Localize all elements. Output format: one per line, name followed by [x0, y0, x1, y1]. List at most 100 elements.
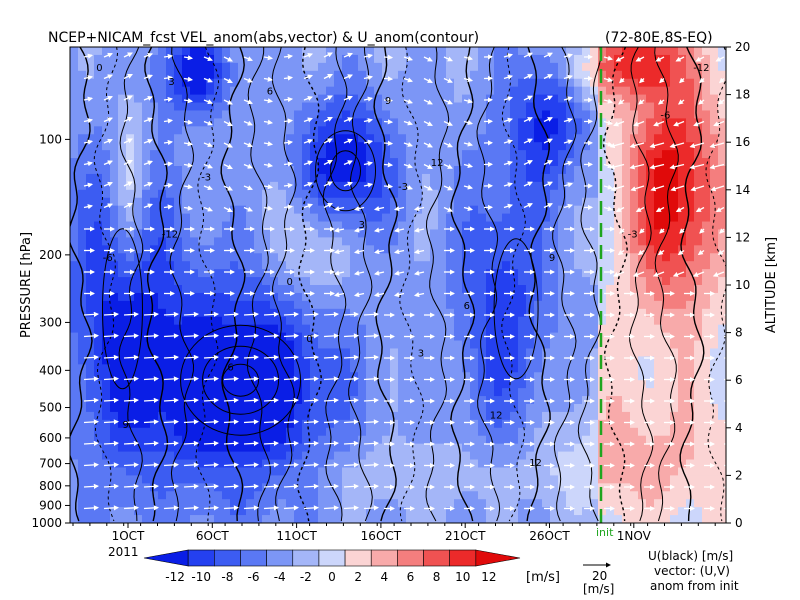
field-cell — [262, 411, 271, 421]
field-cell — [534, 411, 543, 421]
field-cell — [614, 499, 623, 508]
field-cell — [462, 261, 471, 270]
field-cell — [550, 435, 559, 445]
field-cell — [510, 181, 519, 191]
field-cell — [94, 150, 103, 159]
field-cell — [718, 158, 726, 167]
field-cell — [470, 86, 479, 96]
field-cell — [670, 285, 679, 294]
field-cell — [526, 515, 535, 523]
field-cell — [534, 372, 543, 381]
field-cell — [470, 70, 479, 80]
field-cell — [702, 419, 711, 429]
field-cell — [366, 285, 375, 294]
field-cell — [118, 277, 127, 286]
field-cell — [646, 253, 655, 262]
field-cell — [686, 78, 695, 88]
field-cell — [606, 47, 615, 56]
field-cell — [262, 292, 271, 302]
field-cell — [662, 340, 671, 350]
field-cell — [366, 110, 375, 119]
field-cell — [638, 411, 647, 421]
field-cell — [310, 110, 319, 119]
field-cell — [638, 142, 647, 151]
field-cell — [166, 47, 175, 56]
field-cell — [230, 94, 239, 104]
field-cell — [142, 142, 151, 151]
field-cell — [630, 173, 639, 183]
field-cell — [150, 229, 159, 238]
field-cell — [478, 340, 487, 350]
field-cell — [406, 245, 415, 254]
field-cell — [630, 221, 639, 231]
field-cell — [526, 110, 535, 119]
field-cell — [190, 300, 199, 310]
vector-arrow — [83, 75, 94, 81]
field-cell — [598, 340, 607, 350]
field-cell — [494, 237, 503, 246]
field-cell — [190, 427, 199, 437]
field-cell — [302, 54, 311, 64]
field-cell — [134, 173, 143, 183]
field-cell — [662, 86, 671, 96]
field-cell — [534, 435, 543, 445]
field-cell — [574, 435, 583, 445]
field-cell — [686, 427, 695, 437]
field-cell — [222, 475, 231, 484]
field-cell — [430, 467, 439, 476]
field-cell — [302, 300, 311, 310]
field-cell — [366, 261, 375, 270]
field-cell — [550, 419, 559, 429]
field-cell — [534, 197, 543, 207]
field-cell — [590, 142, 599, 151]
field-cell — [174, 404, 183, 413]
field-cell — [718, 110, 726, 119]
field-cell — [110, 70, 119, 80]
field-cell — [414, 396, 423, 405]
vector-arrow — [103, 95, 113, 101]
field-cell — [574, 221, 583, 231]
field-cell — [230, 435, 239, 445]
field-cell — [454, 372, 463, 381]
field-cell — [238, 47, 247, 56]
field-cell — [622, 515, 631, 523]
field-cell — [614, 380, 623, 389]
field-cell — [622, 181, 631, 191]
field-cell — [406, 467, 415, 476]
field-cell — [310, 292, 319, 302]
field-cell — [190, 189, 199, 199]
field-cell — [110, 308, 119, 318]
field-cell — [670, 340, 679, 350]
field-cell — [342, 102, 351, 112]
field-cell — [454, 166, 463, 175]
field-cell — [710, 126, 719, 135]
field-cell — [326, 348, 335, 357]
field-cell — [190, 197, 199, 207]
field-cell — [710, 221, 719, 231]
field-cell — [614, 126, 623, 135]
field-cell — [310, 102, 319, 112]
field-cell — [294, 150, 303, 159]
field-cell — [678, 142, 687, 151]
field-cell — [126, 356, 135, 365]
field-cell — [422, 475, 431, 484]
field-cell — [606, 380, 615, 389]
field-cell — [230, 118, 239, 127]
field-cell — [334, 316, 343, 326]
field-cell — [366, 443, 375, 453]
field-cell — [198, 507, 207, 516]
field-cell — [406, 253, 415, 262]
field-cell — [622, 221, 631, 231]
field-cell — [590, 126, 599, 135]
field-cell — [246, 499, 255, 508]
field-cell — [190, 221, 199, 231]
field-cell — [606, 499, 615, 508]
field-cell — [374, 483, 383, 492]
field-cell — [382, 150, 391, 159]
field-cell — [86, 300, 95, 310]
field-cell — [686, 118, 695, 127]
field-cell — [454, 269, 463, 278]
field-cell — [86, 277, 95, 286]
field-cell — [510, 308, 519, 318]
field-cell — [142, 102, 151, 112]
